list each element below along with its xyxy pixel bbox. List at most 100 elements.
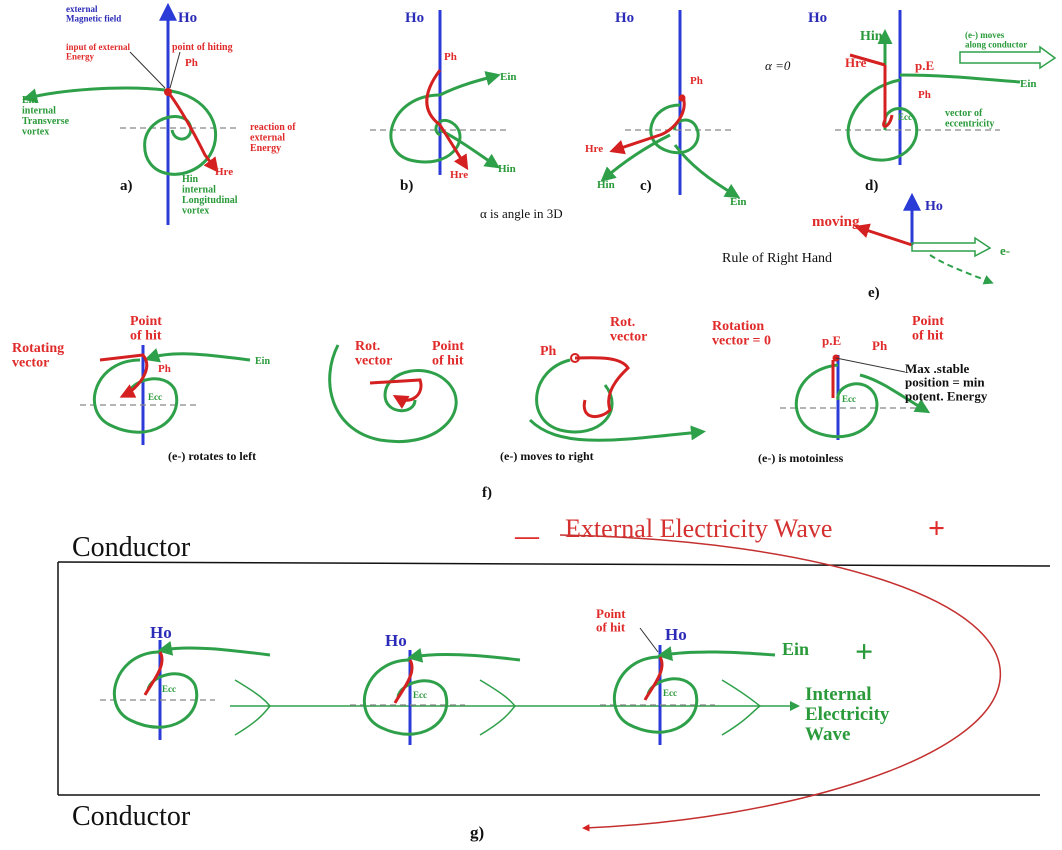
text-line: Wave <box>805 724 850 745</box>
text-line: external <box>250 133 285 144</box>
rot-vector-line <box>574 356 630 419</box>
point-hit-label: Point of hit <box>912 314 944 344</box>
point-of-hit-dot <box>570 353 580 363</box>
hre-label: Hre <box>585 143 603 155</box>
text-line: Magnetic field <box>66 14 121 24</box>
ein-label: Ein <box>255 356 270 367</box>
text-line: potent. Energy <box>905 388 988 403</box>
force-arrow <box>929 254 994 285</box>
text-line: internal <box>22 106 56 117</box>
wave-chevron <box>721 679 762 736</box>
ho-label: Ho <box>665 625 687 644</box>
max-stable-label: Max .stable position = min potent. Energy <box>905 361 988 403</box>
text-line: internal <box>182 185 216 196</box>
panel-label: b) <box>400 178 413 194</box>
hin-label: Hin internal Longitudinal vortex <box>182 174 238 217</box>
text-line: eccentricity <box>945 119 994 130</box>
spiral-path <box>112 650 199 729</box>
internal-wave-label: Internal Electricity Wave <box>805 684 890 745</box>
electron-label: e- <box>1000 243 1010 258</box>
angle-note: α is angle in 3D <box>480 206 563 221</box>
ho-label: Ho <box>808 10 827 26</box>
ph-label: Ph <box>872 338 888 353</box>
external-wave-label: External Electricity Wave <box>565 514 832 543</box>
point-hit-label: Point of hit <box>596 606 626 635</box>
text-line: Point <box>596 606 626 621</box>
text-line: vector of <box>945 108 983 119</box>
point-of-hit-dot <box>164 88 172 96</box>
ph-label: Ph <box>918 89 931 101</box>
pe-label: p.E <box>822 333 841 348</box>
text-line: Rotating <box>12 341 64 356</box>
panel-d: Ho Hin α =0 Hre p.E Ph (e-) moves along c… <box>765 10 1057 194</box>
panel-g: Conductor Conductor — External Electrici… <box>57 512 1051 842</box>
hre-label: Hre <box>845 55 867 70</box>
ein-label: Ein <box>730 196 747 208</box>
moves-label: (e-) moves along conductor <box>965 30 1027 50</box>
ho-label: Ho <box>385 631 407 650</box>
text-line: vortex <box>182 206 209 217</box>
spiral-path <box>846 78 919 162</box>
point-of-hit-dot <box>678 94 686 102</box>
ein-label: Ein <box>1020 78 1037 90</box>
pointer-line <box>639 627 659 653</box>
caption: (e-) rotates to left <box>168 449 256 463</box>
text-line: vortex <box>22 127 49 138</box>
text-line: Energy <box>66 52 94 62</box>
text-line: of hit <box>432 354 464 369</box>
spiral-path <box>649 103 700 155</box>
text-line: Rotation <box>712 319 764 334</box>
text-line: vector <box>12 356 49 371</box>
text-line: input of external <box>66 42 130 52</box>
text-line: vector <box>610 330 647 345</box>
vortex-3: Point of hit Ho Ecc <box>596 606 776 745</box>
hre-arrow <box>849 53 886 67</box>
spiral-path <box>328 344 458 443</box>
text-line: Transverse <box>22 116 70 127</box>
point-hiting-label: point of hiting <box>172 42 233 53</box>
ein-line <box>899 73 1021 84</box>
minus-sign: — <box>514 524 540 550</box>
text-line: vector <box>355 354 392 369</box>
ecc-label: Ecc <box>663 688 677 698</box>
ein-line <box>657 646 776 662</box>
text-line: of hit <box>596 620 626 635</box>
caption: (e-) moves to right <box>500 449 594 463</box>
panel-label: a) <box>120 178 133 194</box>
green-plus-sign: + <box>855 633 873 669</box>
input-energy-label: input of external Energy <box>66 42 130 62</box>
panel-label: f) <box>482 485 492 501</box>
red-vector <box>393 659 414 704</box>
ein-vortex-line <box>22 86 166 104</box>
wave-arrow-head <box>790 701 800 711</box>
text-line: of hit <box>912 329 944 344</box>
text-line: Internal <box>805 684 872 705</box>
ein-label: Ein internal Transverse vortex <box>22 95 70 138</box>
text-line: (e-) moves <box>965 30 1005 40</box>
text-line: Point <box>912 314 944 329</box>
moves-arrow-icon <box>959 45 1057 70</box>
hre-label: Hre <box>450 169 468 181</box>
red-vector <box>643 656 664 701</box>
pointer-line <box>129 51 166 89</box>
spiral-path <box>362 658 449 736</box>
ecc-label: Ecc <box>162 684 176 694</box>
hre-line <box>425 69 469 171</box>
panel-a: Ho external Magnetic field input of exter… <box>22 2 296 225</box>
text-line: Ein <box>22 95 37 106</box>
text-line: Point <box>432 339 464 354</box>
conductor-bottom-label: Conductor <box>72 801 191 832</box>
moving-arrow <box>854 223 913 247</box>
ho-label: Ho <box>925 199 943 214</box>
text-line: Rot. <box>355 339 380 354</box>
hin-line <box>600 133 671 182</box>
vortex-2: Ho Ecc <box>350 631 521 745</box>
rot-label: Rot. vector <box>355 339 392 369</box>
wave-chevron <box>479 679 516 736</box>
vortex-1: Ho Ecc <box>100 623 271 740</box>
ho-label: Ho <box>615 10 634 26</box>
ph-label: Ph <box>540 344 557 359</box>
external-wave-curve <box>559 534 1001 832</box>
rotation-label: Rotation vector = 0 <box>712 319 771 349</box>
